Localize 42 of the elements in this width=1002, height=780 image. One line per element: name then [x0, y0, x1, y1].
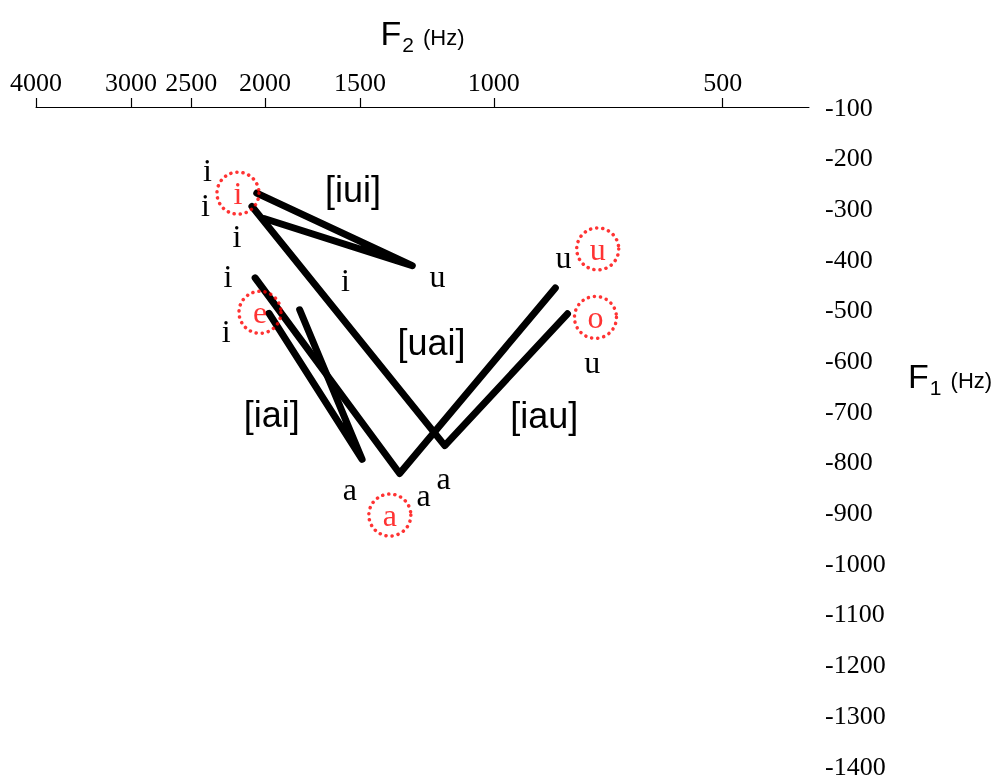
data-label: i [202, 152, 212, 189]
y-tick-label: -600 [825, 345, 873, 375]
data-label: o [587, 299, 604, 336]
x-tick-label: 500 [703, 67, 743, 97]
data-label: i [221, 313, 231, 350]
data-label: i [341, 262, 351, 299]
y-tick-label: -1400 [825, 751, 886, 780]
data-label: a [382, 497, 397, 534]
y-tick-label: -1000 [825, 548, 886, 578]
x-tick-label: 3000 [105, 67, 157, 97]
y-tick-label: -1300 [825, 700, 886, 730]
x-tick-label: 2500 [165, 67, 218, 97]
y-tick-label: -200 [825, 143, 873, 173]
data-label: i [233, 175, 243, 212]
data-label: u [429, 257, 446, 294]
x-tick-label: 4000 [10, 67, 62, 97]
y-tick-label: -100 [825, 92, 873, 122]
x-tick-label: 1500 [333, 67, 386, 97]
series-label: [iui] [325, 169, 382, 211]
data-label: a [436, 459, 451, 496]
y-tick-label: -700 [825, 396, 873, 426]
data-label: e [252, 294, 268, 331]
y-tick-label: -1200 [825, 650, 886, 680]
x-tick-label: 2000 [238, 67, 291, 97]
y-tick-label: -800 [825, 447, 873, 477]
data-label: i [201, 187, 211, 224]
y-tick-label: -900 [825, 498, 873, 528]
series-label: [iau] [510, 394, 579, 436]
series-label: [iai] [243, 393, 300, 435]
y-tick-label: -1100 [825, 599, 885, 629]
y-tick-label: -400 [825, 244, 873, 274]
data-label: u [584, 344, 601, 381]
data-label: i [232, 217, 242, 254]
data-label: a [416, 476, 431, 513]
y-tick-label: -500 [825, 295, 873, 325]
x-tick-label: 1000 [467, 67, 520, 97]
data-label: a [342, 470, 358, 507]
data-label: i [223, 258, 233, 295]
series-label: [uai] [397, 321, 466, 363]
data-label: u [589, 230, 606, 267]
data-label: u [555, 239, 572, 276]
y-tick-label: -300 [825, 193, 873, 223]
